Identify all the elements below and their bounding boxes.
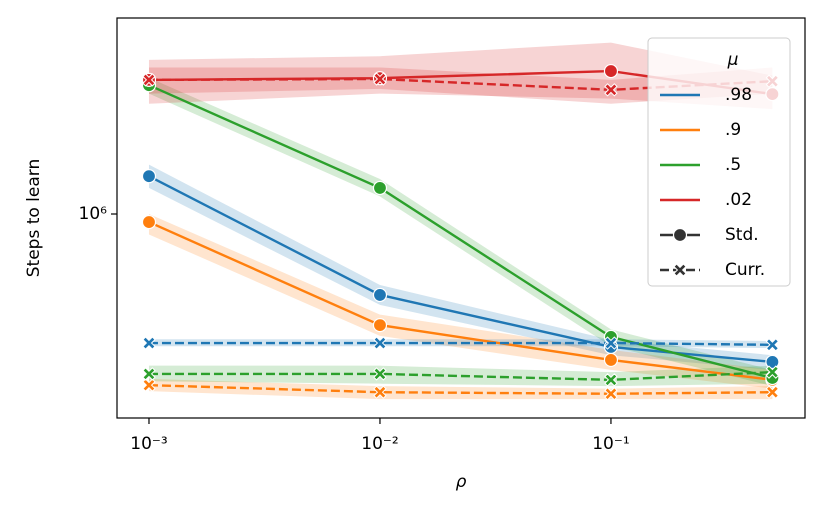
- marker: [373, 367, 387, 381]
- marker: [604, 387, 618, 401]
- marker: [372, 317, 388, 333]
- marker: [765, 385, 780, 399]
- marker: [603, 63, 619, 79]
- series-line: [148, 383, 773, 395]
- confidence-band: [148, 164, 773, 370]
- legend-label: .02: [725, 190, 752, 210]
- confidence-band: [148, 378, 773, 400]
- legend-label: Curr.: [725, 260, 765, 280]
- legend-box: [647, 37, 791, 287]
- confidence-band: [148, 365, 773, 387]
- marker: [373, 72, 387, 86]
- legend-marker: [672, 227, 688, 243]
- series-line: [148, 77, 773, 92]
- plot-frame: [116, 17, 806, 419]
- x-tick-label: 10⁻¹: [592, 434, 629, 454]
- marker: [765, 354, 780, 370]
- marker: [604, 373, 618, 387]
- marker: [141, 169, 157, 184]
- marker: [373, 385, 387, 399]
- marker: [142, 367, 156, 381]
- marker: [142, 73, 156, 87]
- plot-area: [148, 42, 773, 400]
- x-tick-label: 10⁻²: [361, 434, 398, 454]
- legend-marker: [673, 263, 687, 277]
- legend-label: Std.: [725, 225, 759, 245]
- series-line: [148, 175, 773, 364]
- confidence-band: [148, 67, 773, 104]
- y-tick-label: 10⁶: [79, 204, 108, 224]
- marker: [603, 352, 619, 368]
- y-axis-label: Steps to learn: [24, 159, 44, 278]
- marker: [604, 336, 618, 350]
- series-line: [148, 341, 773, 347]
- marker: [142, 336, 156, 350]
- x-axis-label: ρ: [456, 472, 467, 492]
- series-line: [148, 84, 773, 380]
- marker: [372, 287, 388, 303]
- series-line: [148, 370, 773, 382]
- marker: [373, 336, 387, 350]
- marker: [604, 83, 618, 97]
- legend-title: μ: [727, 50, 739, 70]
- marker: [765, 365, 780, 379]
- marker: [141, 214, 157, 230]
- legend-label: .9: [725, 120, 741, 140]
- marker: [765, 338, 780, 352]
- legend-label: .98: [725, 85, 752, 105]
- marker: [142, 378, 156, 392]
- legend-label: .5: [725, 155, 741, 175]
- marker: [372, 180, 388, 196]
- x-tick-label: 10⁻³: [130, 434, 167, 454]
